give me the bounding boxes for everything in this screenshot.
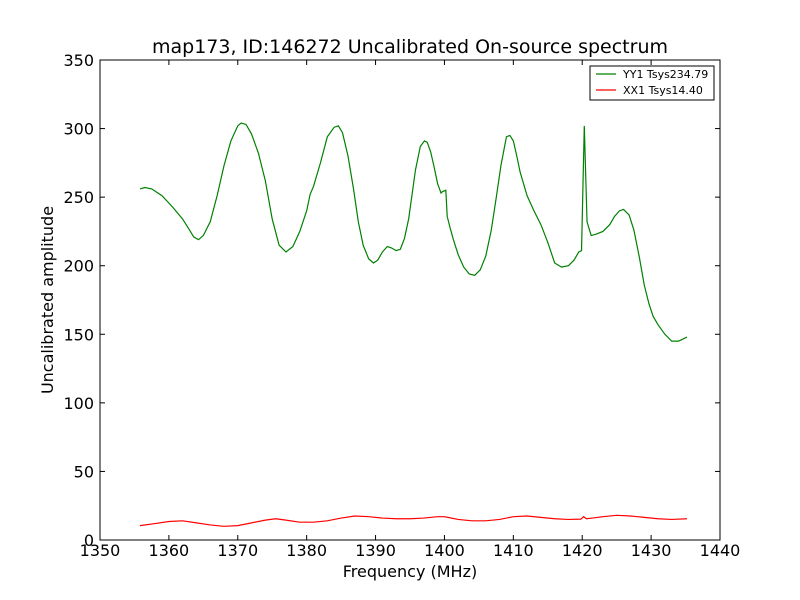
series-line-xx1 <box>139 514 687 527</box>
x-tick-label: 1430 <box>631 541 672 560</box>
x-tick-label: 1390 <box>355 541 396 560</box>
y-tick-label: 250 <box>63 188 94 207</box>
x-tick-label: 1400 <box>424 541 465 560</box>
y-axis-label: Uncalibrated amplitude <box>38 206 57 394</box>
x-tick-label: 1420 <box>562 541 603 560</box>
x-tick-label: 1380 <box>286 541 327 560</box>
chart-title: map173, ID:146272 Uncalibrated On-source… <box>152 36 668 58</box>
series-layer <box>139 122 688 527</box>
y-tick-label: 100 <box>63 394 94 413</box>
y-tick-label: 200 <box>63 257 94 276</box>
plot-frame <box>99 59 721 541</box>
y-tick-label: 350 <box>63 51 94 70</box>
y-tick-label: 300 <box>63 120 94 139</box>
series-line-yy1 <box>139 122 688 342</box>
x-tick-label: 1440 <box>700 541 741 560</box>
y-tick-label: 0 <box>84 531 94 550</box>
y-axis-ticks: 0 50 100 150 200 250 300 350 <box>63 51 720 550</box>
legend-label-xx1: XX1 Tsys14.40 <box>623 84 703 97</box>
legend: YY1 Tsys234.79 XX1 Tsys14.40 <box>589 65 715 101</box>
x-tick-label: 1410 <box>493 541 534 560</box>
x-axis-ticks: 1350 1360 1370 1380 1390 1400 1410 1420 1430 1440 <box>80 60 741 560</box>
legend-label-yy1: YY1 Tsys234.79 <box>622 68 708 81</box>
y-tick-label: 50 <box>74 462 94 481</box>
x-tick-label: 1350 <box>80 541 121 560</box>
x-tick-label: 1360 <box>149 541 190 560</box>
y-tick-label: 150 <box>63 325 94 344</box>
x-tick-label: 1370 <box>217 541 258 560</box>
legend-box <box>589 65 715 101</box>
x-axis-label: Frequency (MHz) <box>343 562 477 581</box>
